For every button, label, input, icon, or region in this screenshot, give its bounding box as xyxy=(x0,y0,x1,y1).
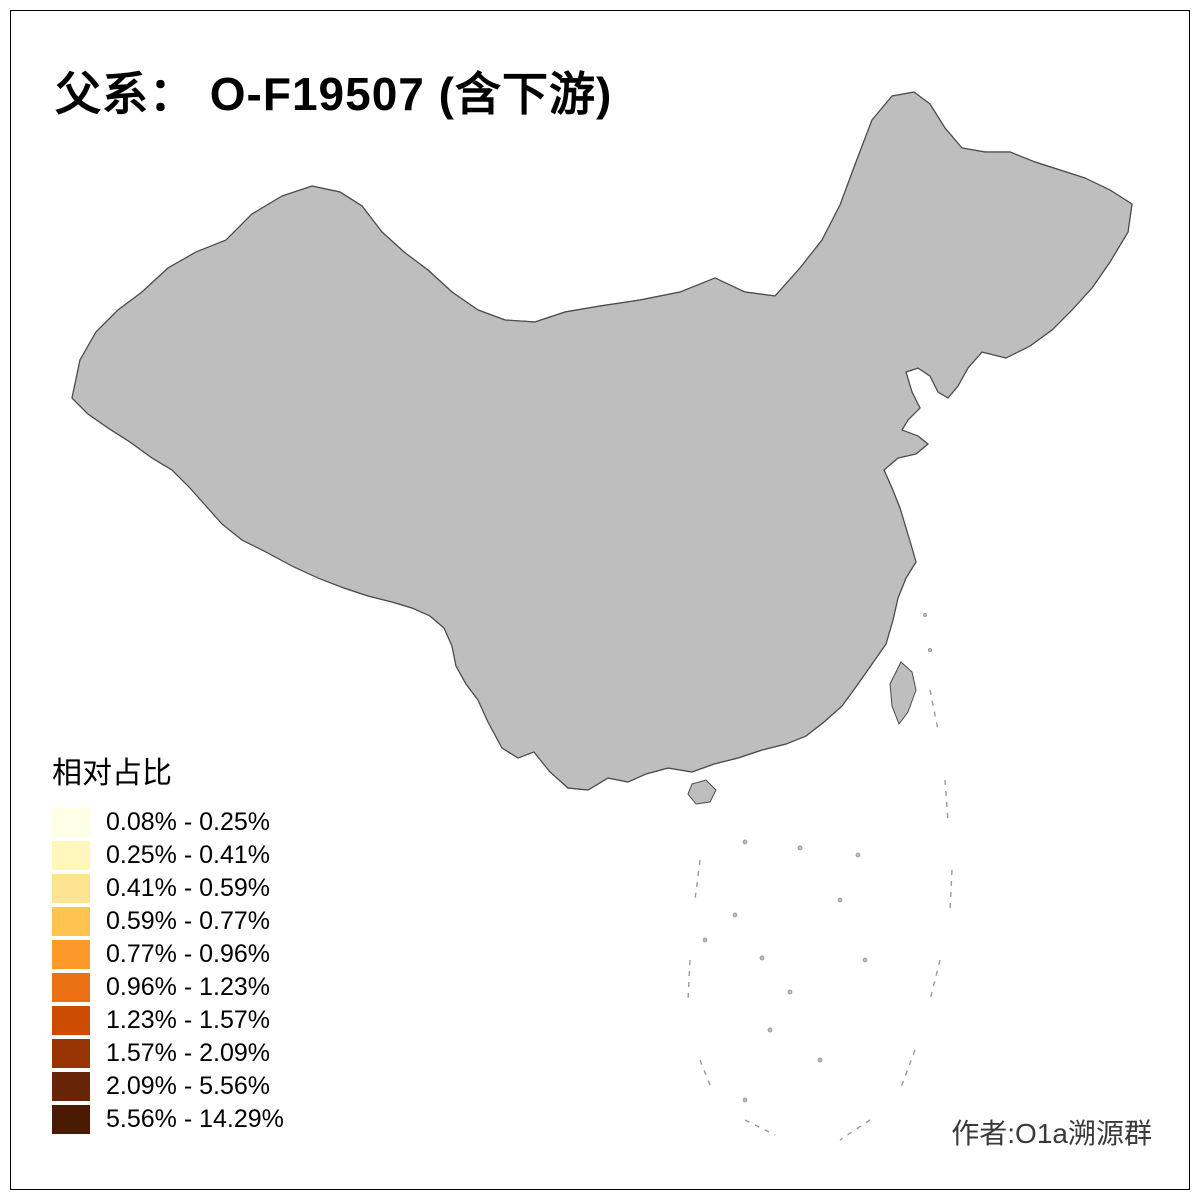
legend-item: 0.96% - 1.23% xyxy=(52,973,284,1002)
page-title: 父系： O-F19507 (含下游) xyxy=(55,68,613,120)
legend-item: 0.41% - 0.59% xyxy=(52,874,284,903)
legend-swatch xyxy=(52,973,90,1002)
legend-items: 0.08% - 0.25% 0.25% - 0.41% 0.41% - 0.59% 0… xyxy=(52,808,284,1134)
legend-label: 0.41% - 0.59% xyxy=(106,874,270,902)
legend-item: 0.59% - 0.77% xyxy=(52,907,284,936)
south-china-sea-islets xyxy=(702,613,932,1103)
legend-swatch xyxy=(52,940,90,969)
legend-label: 1.23% - 1.57% xyxy=(106,1006,270,1034)
legend-swatch xyxy=(52,841,90,870)
legend-swatch xyxy=(52,1072,90,1101)
legend-label: 5.56% - 14.29% xyxy=(106,1105,284,1133)
legend-label: 0.25% - 0.41% xyxy=(106,841,270,869)
legend-swatch xyxy=(52,1006,90,1035)
legend-swatch xyxy=(52,874,90,903)
legend-item: 2.09% - 5.56% xyxy=(52,1072,284,1101)
legend-item: 0.77% - 0.96% xyxy=(52,940,284,969)
legend-label: 1.57% - 2.09% xyxy=(106,1039,270,1067)
taiwan-island xyxy=(889,661,917,726)
legend-swatch xyxy=(52,1039,90,1068)
legend-title: 相对占比 xyxy=(52,757,172,790)
legend-swatch xyxy=(52,808,90,837)
legend-item: 5.56% - 14.29% xyxy=(52,1105,284,1134)
legend-item: 1.57% - 2.09% xyxy=(52,1039,284,1068)
legend-swatch xyxy=(52,1105,90,1134)
legend-label: 0.08% - 0.25% xyxy=(106,808,270,836)
legend-swatch xyxy=(52,907,90,936)
coastline-outline xyxy=(71,91,1133,791)
legend-item: 0.08% - 0.25% xyxy=(52,808,284,837)
legend-item: 1.23% - 1.57% xyxy=(52,1006,284,1035)
legend-label: 2.09% - 5.56% xyxy=(106,1072,270,1100)
legend-item: 0.25% - 0.41% xyxy=(52,841,284,870)
south-china-sea-dashes xyxy=(687,689,953,1141)
hainan-island xyxy=(687,779,717,805)
author-credit: 作者:O1a溯源群 xyxy=(951,1118,1152,1149)
legend: 相对占比 0.08% - 0.25% 0.25% - 0.41% 0.41% - 0… xyxy=(52,748,284,1138)
legend-label: 0.96% - 1.23% xyxy=(106,973,270,1001)
legend-label: 0.77% - 0.96% xyxy=(106,940,270,968)
legend-label: 0.59% - 0.77% xyxy=(106,907,270,935)
